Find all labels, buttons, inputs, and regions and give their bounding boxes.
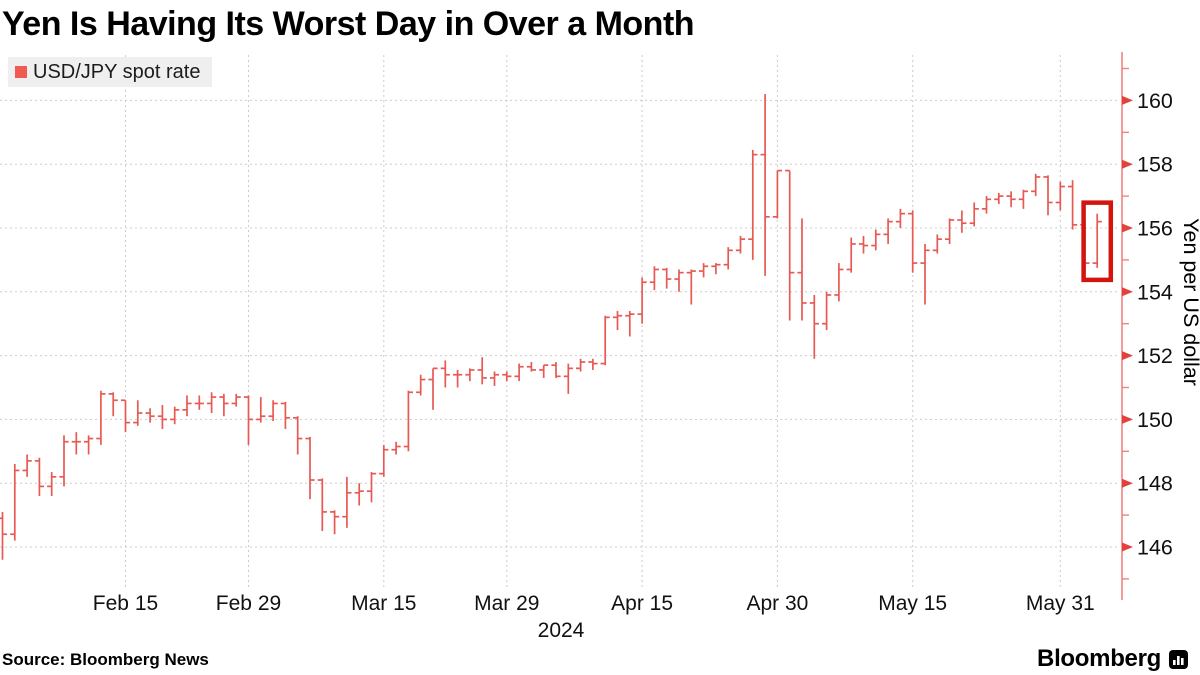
y-axis-title: Yen per US dollar <box>1179 218 1200 386</box>
x-tick-label: May 15 <box>878 592 947 615</box>
x-tick-label: Feb 15 <box>93 592 158 615</box>
bloomberg-wordmark: Bloomberg <box>1037 645 1161 672</box>
x-tick-label: Apr 30 <box>746 592 808 615</box>
x-axis-year-label: 2024 <box>538 619 585 642</box>
y-tick-arrow-icon <box>1122 95 1133 105</box>
y-tick-arrow-icon <box>1122 223 1133 233</box>
legend-label: USD/JPY spot rate <box>33 60 201 83</box>
x-tick-label: May 31 <box>1026 592 1095 615</box>
x-tick-label: Feb 29 <box>216 592 281 615</box>
y-tick-label: 154 <box>1137 280 1173 304</box>
y-tick-arrow-icon <box>1122 351 1133 361</box>
x-tick-label: Apr 15 <box>611 592 673 615</box>
y-tick-label: 160 <box>1137 89 1173 113</box>
y-tick-label: 158 <box>1137 153 1173 177</box>
x-tick-label: Mar 29 <box>474 592 539 615</box>
bar-chart-icon <box>1169 649 1188 669</box>
y-tick-label: 148 <box>1137 472 1173 496</box>
x-tick-label: Mar 15 <box>351 592 416 615</box>
y-tick-arrow-icon <box>1122 287 1133 297</box>
y-tick-arrow-icon <box>1122 478 1133 488</box>
page-title: Yen Is Having Its Worst Day in Over a Mo… <box>2 5 695 43</box>
bloomberg-logo: Bloomberg <box>1037 645 1188 673</box>
y-tick-arrow-icon <box>1122 159 1133 169</box>
source-attribution: Source: Bloomberg News <box>2 650 209 669</box>
y-tick-arrow-icon <box>1122 414 1133 424</box>
series-swatch-icon <box>15 66 27 78</box>
y-tick-label: 152 <box>1137 344 1173 368</box>
y-tick-label: 146 <box>1137 536 1173 560</box>
y-tick-arrow-icon <box>1122 542 1133 552</box>
y-tick-label: 156 <box>1137 217 1173 241</box>
highlight-box <box>1081 200 1114 283</box>
legend: USD/JPY spot rate <box>8 57 213 87</box>
y-tick-label: 150 <box>1137 408 1173 432</box>
